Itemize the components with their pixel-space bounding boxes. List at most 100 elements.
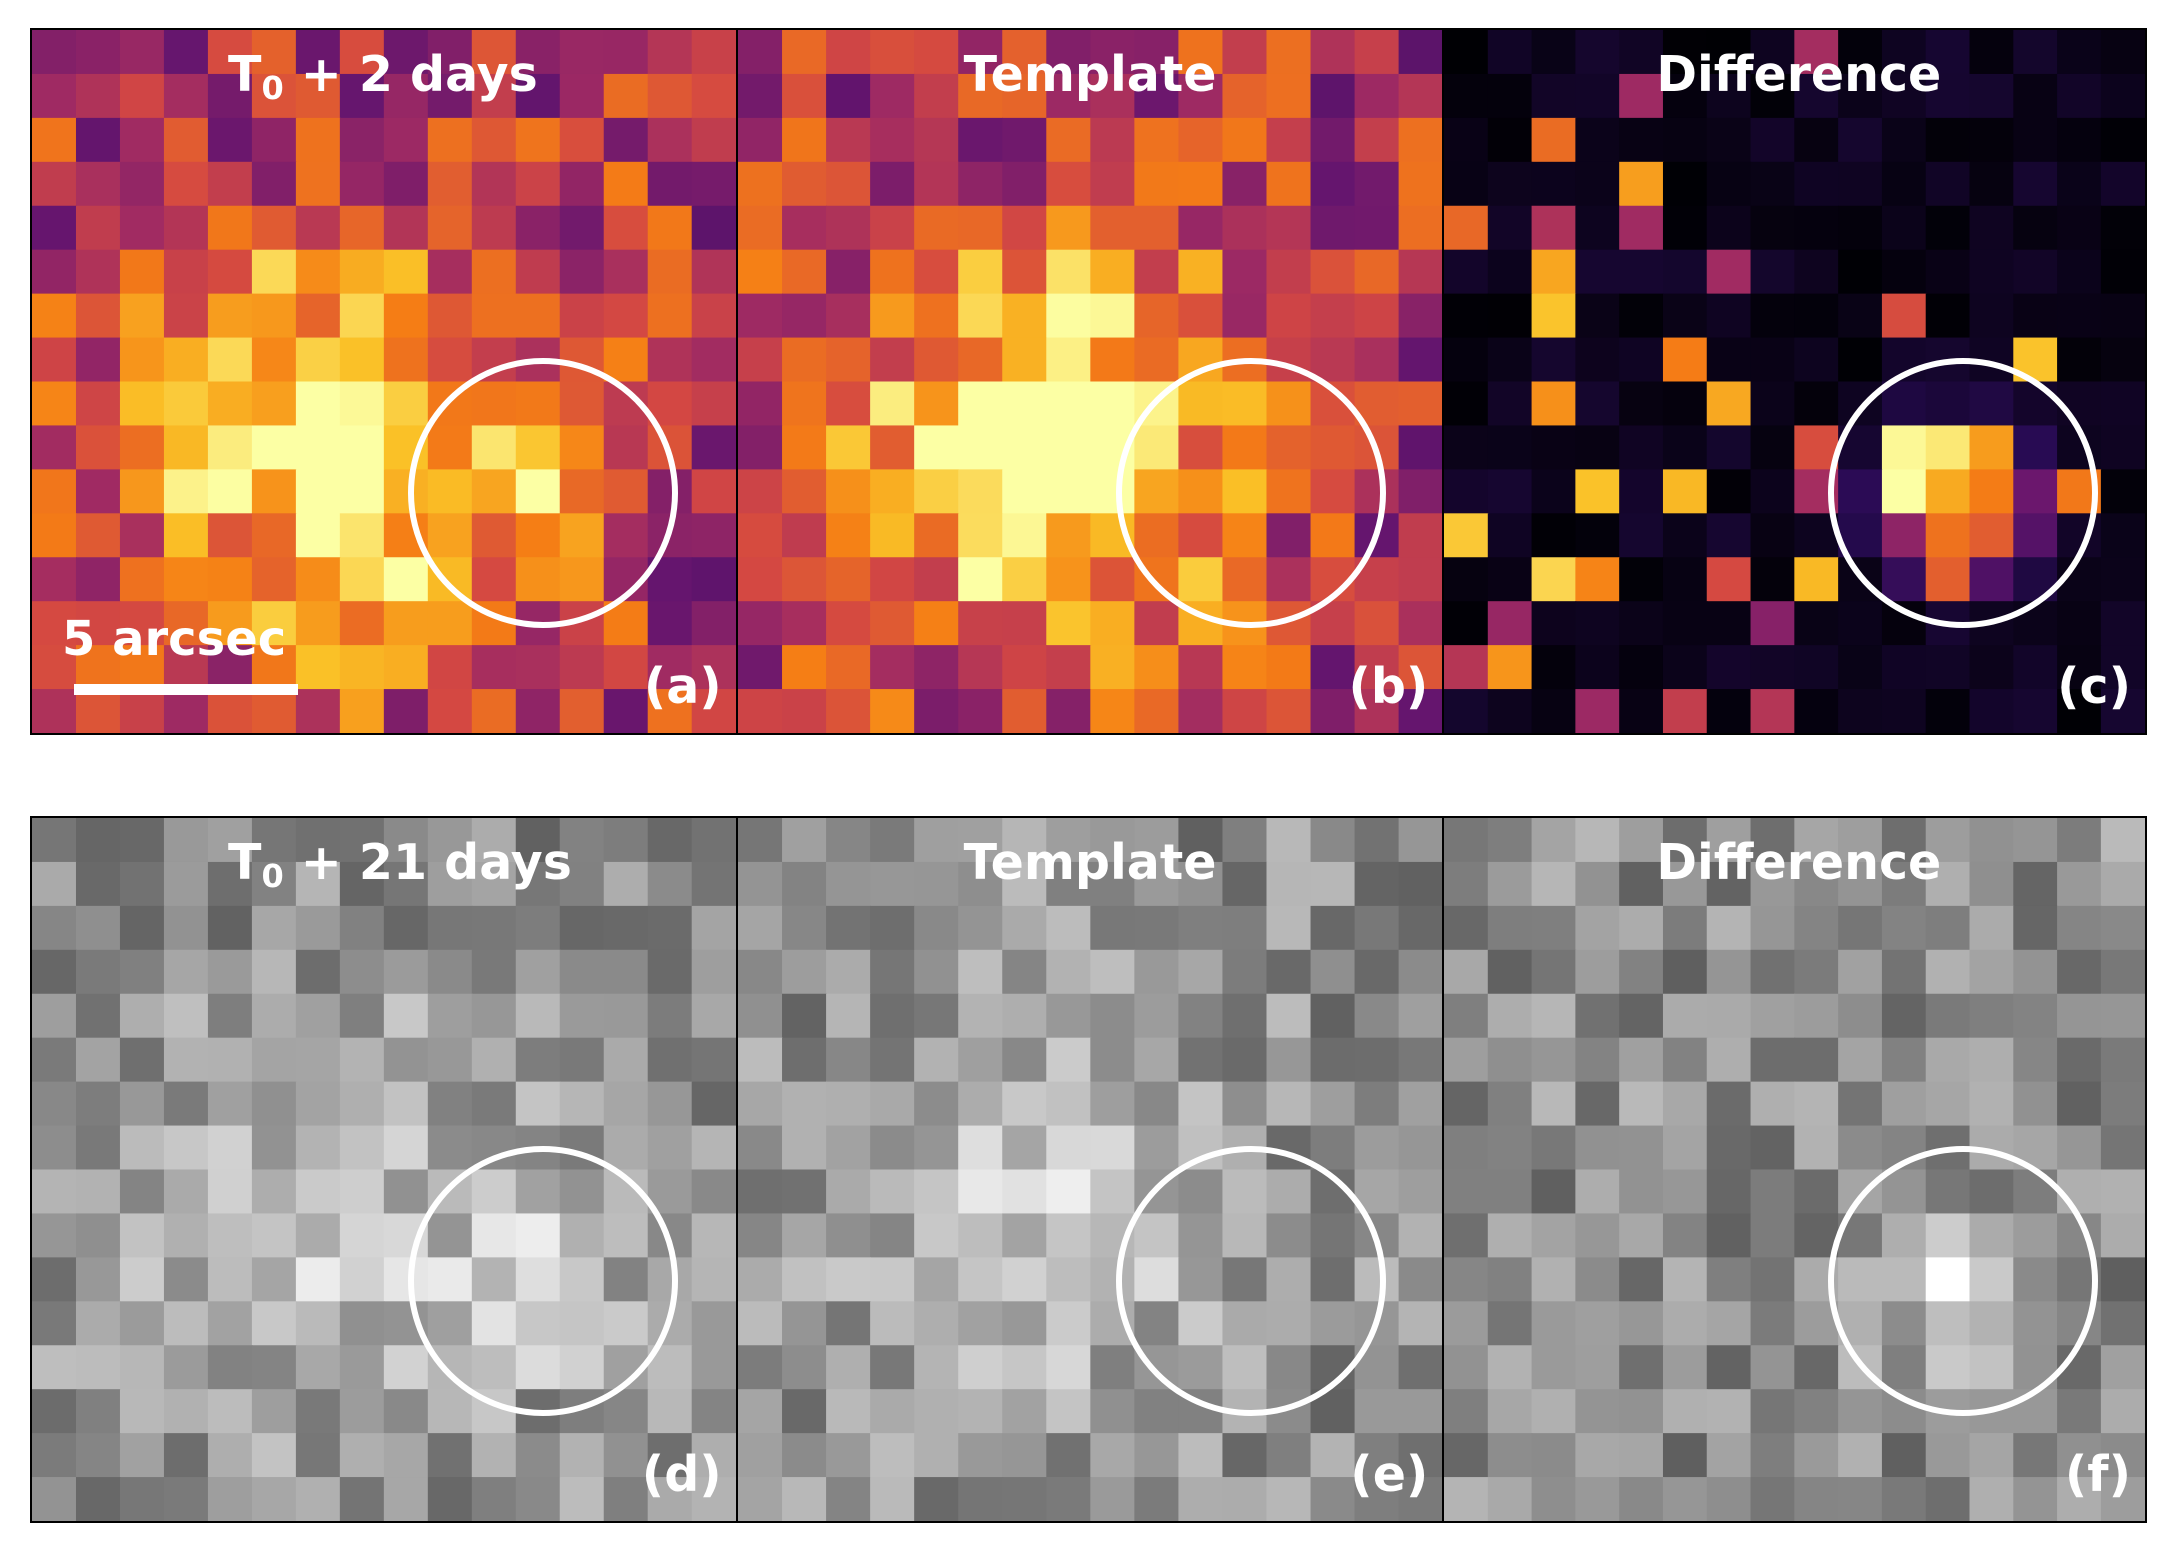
image-pixel: [1444, 1345, 1489, 1391]
image-pixel: [691, 689, 736, 733]
image-pixel: [559, 818, 605, 863]
image-pixel: [1619, 513, 1665, 559]
image-pixel: [119, 117, 165, 163]
image-pixel: [1444, 645, 1489, 690]
image-pixel: [1531, 1257, 1577, 1303]
transient-circle-marker: [1115, 1146, 1386, 1416]
image-pixel: [1444, 469, 1489, 515]
image-pixel: [559, 949, 605, 995]
image-pixel: [603, 30, 649, 75]
image-pixel: [1926, 161, 1971, 207]
image-pixel: [1001, 601, 1047, 647]
image-pixel: [2101, 1257, 2145, 1303]
image-pixel: [1310, 117, 1356, 163]
image-pixel: [207, 1257, 253, 1303]
image-pixel: [957, 337, 1003, 383]
image-pixel: [1575, 1257, 1621, 1303]
image-pixel: [163, 689, 209, 733]
image-pixel: [1222, 293, 1268, 339]
image-pixel: [1444, 1433, 1489, 1478]
image-pixel: [1794, 249, 1840, 295]
transient-circle-marker: [1115, 358, 1386, 628]
image-pixel: [1575, 1433, 1621, 1478]
image-pixel: [781, 1169, 827, 1215]
image-pixel: [1488, 1433, 1533, 1478]
scalebar-label: 5 arcsec: [62, 611, 287, 667]
image-pixel: [1794, 1081, 1840, 1127]
image-pixel: [603, 1477, 649, 1521]
image-pixel: [2057, 30, 2103, 75]
image-pixel: [207, 117, 253, 163]
pixel-image-e: [737, 818, 1443, 1521]
image-pixel: [737, 1477, 783, 1521]
image-pixel: [75, 1389, 121, 1435]
image-pixel: [251, 1125, 297, 1171]
image-pixel: [913, 1037, 959, 1083]
image-pixel: [691, 557, 736, 603]
image-pixel: [295, 469, 341, 515]
image-pixel: [603, 645, 649, 690]
image-pixel: [825, 1389, 871, 1435]
image-pixel: [957, 993, 1003, 1039]
image-pixel: [691, 1081, 736, 1127]
image-pixel: [32, 1169, 77, 1215]
image-pixel: [781, 469, 827, 515]
image-pixel: [691, 1257, 736, 1303]
image-pixel: [207, 513, 253, 559]
image-pixel: [1663, 513, 1708, 559]
image-pixel: [1926, 117, 1971, 163]
image-pixel: [427, 30, 473, 75]
image-pixel: [1663, 993, 1708, 1039]
image-pixel: [383, 689, 429, 733]
image-pixel: [2013, 117, 2059, 163]
image-pixel: [1001, 1257, 1047, 1303]
image-pixel: [32, 513, 77, 559]
image-pixel: [1663, 337, 1708, 383]
image-pixel: [1398, 469, 1443, 515]
image-pixel: [32, 1345, 77, 1391]
image-pixel: [737, 1081, 783, 1127]
image-pixel: [691, 1389, 736, 1435]
image-pixel: [1926, 30, 1971, 75]
image-pixel: [1575, 1477, 1621, 1521]
image-pixel: [1663, 601, 1708, 647]
image-pixel: [647, 1081, 693, 1127]
image-pixel: [119, 905, 165, 951]
image-pixel: [75, 1213, 121, 1259]
image-pixel: [295, 381, 341, 427]
image-pixel: [1444, 1257, 1489, 1303]
image-pixel: [1882, 73, 1927, 119]
image-pixel: [1750, 1125, 1796, 1171]
image-pixel: [339, 249, 385, 295]
image-pixel: [825, 818, 871, 863]
image-pixel: [2101, 905, 2145, 951]
image-pixel: [1707, 1433, 1752, 1478]
image-pixel: [75, 1169, 121, 1215]
image-pixel: [1001, 161, 1047, 207]
image-pixel: [251, 293, 297, 339]
image-pixel: [825, 1213, 871, 1259]
image-pixel: [2101, 293, 2145, 339]
image-pixel: [957, 949, 1003, 995]
image-pixel: [339, 689, 385, 733]
image-pixel: [251, 645, 297, 690]
image-pixel: [1001, 425, 1047, 471]
image-pixel: [1266, 30, 1312, 75]
image-pixel: [119, 1169, 165, 1215]
image-pixel: [1045, 205, 1091, 251]
image-pixel: [383, 205, 429, 251]
image-pixel: [251, 161, 297, 207]
image-pixel: [1134, 689, 1179, 733]
image-pixel: [75, 117, 121, 163]
image-pixel: [825, 30, 871, 75]
image-pixel: [957, 381, 1003, 427]
image-pixel: [119, 1213, 165, 1259]
image-pixel: [1090, 1345, 1135, 1391]
image-pixel: [2057, 689, 2103, 733]
image-pixel: [75, 1257, 121, 1303]
image-pixel: [1882, 993, 1927, 1039]
image-pixel: [869, 1389, 915, 1435]
image-pixel: [1969, 1433, 2015, 1478]
image-pixel: [1222, 205, 1268, 251]
image-pixel: [1531, 1213, 1577, 1259]
